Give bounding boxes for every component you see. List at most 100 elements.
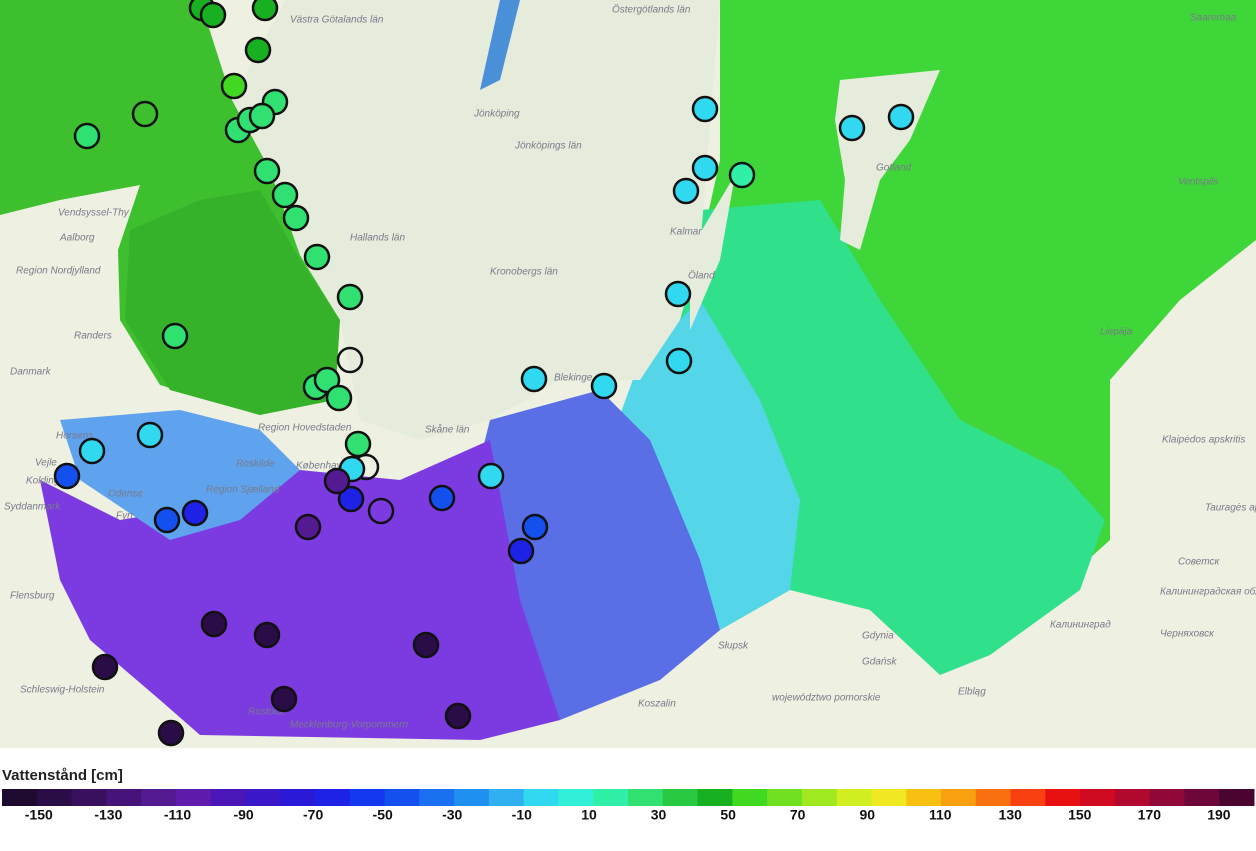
- legend-swatch: [523, 789, 559, 806]
- legend-tick-label: 30: [651, 807, 667, 823]
- legend-swatch: [280, 789, 316, 806]
- place-label: Region Nordjylland: [16, 266, 101, 277]
- station-marker: [521, 513, 549, 541]
- place-label: Gotland: [876, 163, 911, 174]
- place-label: Aalborg: [59, 233, 95, 244]
- place-label: Kolding: [26, 476, 60, 487]
- place-label: Odense: [108, 489, 143, 500]
- station-marker: [73, 122, 101, 150]
- station-marker: [325, 384, 353, 412]
- legend-tick-label: -150: [25, 807, 53, 823]
- place-label: Koszalin: [638, 699, 676, 710]
- place-label: Rostock: [248, 707, 285, 718]
- place-label: Roskilde: [236, 459, 275, 470]
- legend-tick-label: -30: [442, 807, 462, 823]
- legend-tick-label: 90: [859, 807, 875, 823]
- station-marker: [691, 154, 719, 182]
- legend-swatch: [662, 789, 699, 806]
- station-marker: [199, 1, 227, 29]
- place-label: Region Hovedstaden: [258, 423, 352, 434]
- place-label: Horsens: [56, 431, 93, 442]
- legend-swatch: [349, 789, 386, 806]
- legend-swatch: [175, 789, 212, 806]
- legend-swatch: [697, 789, 733, 806]
- place-label: Hallands län: [350, 233, 405, 244]
- place-label: Östergötlands län: [612, 4, 691, 16]
- place-label: Ventspils: [1178, 177, 1218, 188]
- station-marker: [323, 467, 351, 495]
- station-marker: [244, 36, 272, 64]
- station-marker: [91, 653, 119, 681]
- place-label: Tauragės apskritis: [1205, 503, 1256, 514]
- place-label: Калининградская область: [1160, 586, 1256, 598]
- legend-swatch: [1010, 789, 1046, 806]
- place-label: Kronobergs län: [490, 267, 558, 278]
- station-marker: [270, 685, 298, 713]
- legend-tick-label: -130: [94, 807, 122, 823]
- station-marker: [336, 346, 364, 374]
- station-marker: [181, 499, 209, 527]
- place-label: Region Sjælland: [206, 485, 280, 496]
- station-marker: [200, 610, 228, 638]
- legend-tick-label: 10: [581, 807, 597, 823]
- station-marker: [337, 485, 365, 513]
- station-marker: [336, 283, 364, 311]
- legend-swatch: [1080, 789, 1116, 806]
- station-marker: [303, 243, 331, 271]
- legend-swatch: [454, 789, 490, 806]
- legend-tick-label: -110: [164, 807, 191, 823]
- place-label: Liepāja: [1100, 327, 1133, 338]
- legend-tick-label: 190: [1207, 807, 1231, 823]
- legend-title: Vattenstånd [cm]: [2, 767, 123, 784]
- place-label: Flensburg: [10, 591, 55, 602]
- place-label: Черняховск: [1160, 629, 1215, 640]
- station-marker: [313, 366, 341, 394]
- legend-tick-label: -10: [512, 807, 532, 823]
- station-marker: [665, 347, 693, 375]
- legend-tick-label: -50: [373, 807, 393, 823]
- place-label: Jönköpings län: [514, 141, 582, 152]
- station-marker: [507, 537, 535, 565]
- legend-swatch: [2, 789, 38, 806]
- legend-swatch: [871, 789, 907, 806]
- legend-swatch: [975, 789, 1012, 806]
- legend-tick-label: -70: [303, 807, 323, 823]
- legend-swatch: [1045, 789, 1081, 806]
- station-marker: [520, 365, 548, 393]
- sea-kattegat: [125, 190, 340, 415]
- legend-swatch: [593, 789, 629, 806]
- station-marker: [153, 506, 181, 534]
- station-marker: [248, 102, 276, 130]
- place-label: Słupsk: [718, 641, 749, 652]
- legend-tick-label: -90: [233, 807, 253, 823]
- place-label: København: [296, 461, 348, 472]
- legend-swatch: [1114, 789, 1151, 806]
- legend-swatch: [801, 789, 838, 806]
- legend-swatch: [210, 789, 246, 806]
- sea-baltic-north: [700, 0, 1256, 645]
- legend-swatch: [106, 789, 142, 806]
- station-marker: [282, 204, 310, 232]
- legend-swatch: [488, 789, 525, 806]
- station-marker: [664, 280, 692, 308]
- legend-swatch: [767, 789, 803, 806]
- legend-swatch: [1184, 789, 1220, 806]
- place-label: Gdańsk: [862, 657, 897, 668]
- place-label: Schleswig-Holstein: [20, 685, 105, 696]
- place-label: Kalmar: [670, 227, 702, 238]
- station-marker: [220, 72, 248, 100]
- legend-swatch: [245, 789, 281, 806]
- place-label: Vejle: [35, 458, 57, 469]
- legend-tick-label: 110: [929, 807, 952, 823]
- station-marker: [294, 513, 322, 541]
- legend-swatch: [141, 789, 177, 806]
- station-marker: [271, 181, 299, 209]
- place-label: Elbląg: [958, 687, 986, 698]
- legend-tick-label: 150: [1068, 807, 1092, 823]
- place-label: województwo pomorskie: [772, 693, 881, 704]
- legend-swatch: [628, 789, 664, 806]
- place-label: Blekinge: [554, 373, 593, 384]
- lake-vattern: [480, 0, 520, 90]
- place-label: Fyn: [116, 511, 133, 522]
